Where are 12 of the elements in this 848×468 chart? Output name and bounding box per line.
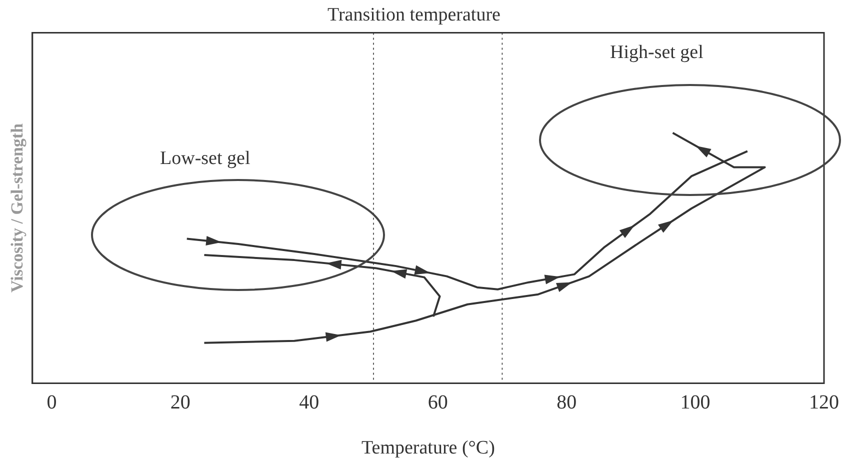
x-tick-label: 20: [170, 391, 190, 414]
x-tick-label: 40: [299, 391, 320, 414]
text: High-set gel: [610, 42, 704, 64]
x-tick-label: 0: [46, 391, 57, 414]
x-tick-label: 60: [428, 391, 448, 414]
y-axis-title: Viscosity / Gel-strength: [8, 122, 27, 293]
x-tick-label: 80: [556, 391, 577, 414]
x-axis-title: Temperature (°C): [361, 438, 495, 459]
annotation: Low-set gel: [160, 148, 250, 170]
x-tick-label: 120: [809, 391, 839, 414]
chart-title: Transition temperature: [328, 4, 500, 26]
x-tick-label: 100: [680, 391, 710, 414]
